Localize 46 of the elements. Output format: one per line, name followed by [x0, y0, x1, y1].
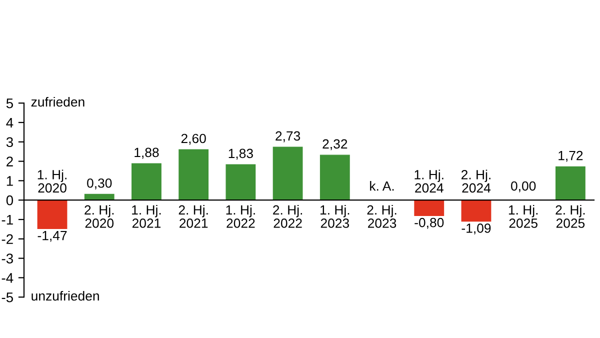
- x-tick-label: 2. Hj. 2024: [462, 170, 491, 193]
- y-tick-label: 3: [6, 137, 13, 148]
- data-label: 1,72: [558, 150, 583, 162]
- bar: [132, 163, 162, 200]
- annotation: zufrieden: [31, 96, 84, 107]
- data-label: 0,00: [511, 181, 536, 192]
- y-tick-label: -5: [2, 292, 13, 302]
- data-label: 2,32: [322, 139, 348, 150]
- y-tick-label: 4: [6, 118, 14, 128]
- data-label: 1,88: [134, 148, 159, 159]
- bar: [272, 146, 303, 200]
- bar: [37, 200, 68, 229]
- y-tick-label: -3: [2, 254, 13, 264]
- data-label: 2,73: [276, 131, 300, 142]
- y-tick-label: -1: [2, 214, 13, 225]
- y-tick-label: 2: [6, 156, 13, 166]
- data-label: -1,09: [462, 224, 491, 234]
- x-tick-label: 1. Hj. 2022: [226, 204, 255, 228]
- bar: [226, 164, 256, 200]
- x-tick-label: 1. Hj. 2023: [320, 204, 350, 228]
- data-label: 2,60: [181, 134, 206, 145]
- annotation: unzufrieden: [32, 290, 99, 301]
- data-label: -0,80: [414, 218, 444, 229]
- y-tick-label: 5: [6, 98, 13, 108]
- x-tick-label: 1. Hj. 2025: [508, 204, 538, 228]
- x-tick-label: 2. Hj. 2023: [367, 204, 396, 228]
- y-tick-label: -2: [2, 234, 13, 244]
- bar: [414, 200, 444, 216]
- x-tick-label: 1. Hj. 2020: [38, 170, 66, 193]
- bar: [461, 200, 492, 222]
- x-tick-label: 2. Hj. 2025: [556, 204, 585, 228]
- data-label: -1,47: [38, 231, 67, 242]
- y-tick-label: 1: [6, 176, 13, 186]
- x-tick-label: 2. Hj. 2021: [178, 204, 208, 228]
- y-tick-label: -4: [2, 273, 14, 283]
- bar: [555, 166, 586, 200]
- bar: [178, 149, 209, 200]
- data-label: 1,83: [228, 148, 253, 160]
- x-tick-label: 1. Hj. 2021: [132, 204, 161, 228]
- x-tick-label: 2. Hj. 2020: [84, 204, 114, 228]
- bar: [320, 154, 350, 200]
- data-label: 0,30: [87, 178, 112, 190]
- x-tick-label: 1. Hj. 2024: [414, 170, 444, 193]
- text: k. A.: [370, 181, 394, 191]
- x-tick-label: 2. Hj. 2022: [273, 204, 302, 228]
- y-tick-label: 0: [6, 195, 14, 206]
